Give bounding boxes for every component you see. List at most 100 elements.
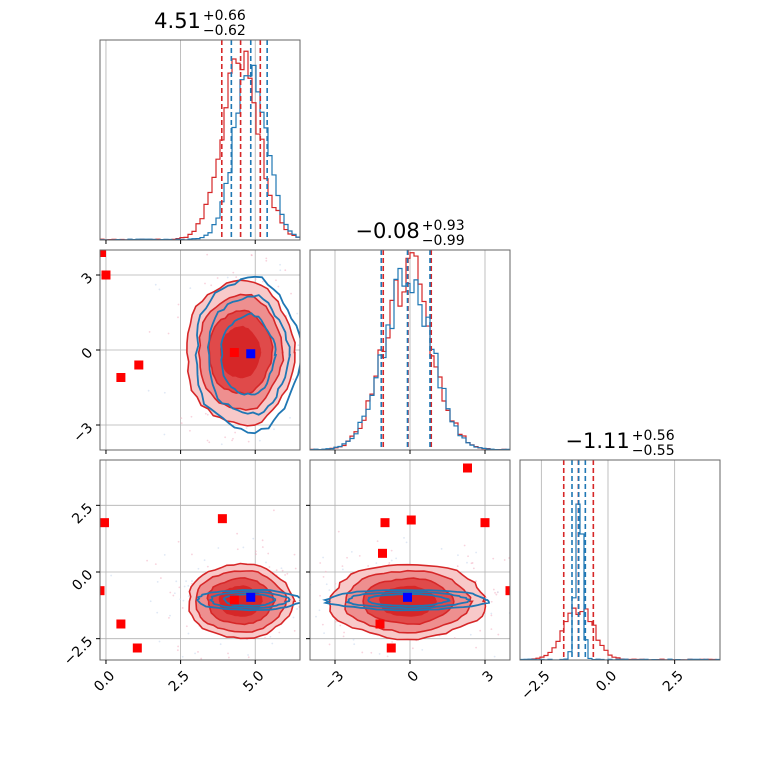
sample-point [370,651,373,654]
panel-2-2: −2.5 0.0 2.5 [518,459,721,703]
sample-point [175,580,178,583]
sample-point [390,549,393,552]
sample-point [352,638,355,641]
title-value: −0.08 [355,219,419,243]
sample-point [367,565,370,567]
sample-point [289,416,291,419]
sample-point [220,443,223,446]
marker-secondary [463,463,472,473]
sample-point [292,616,295,619]
sample-point [485,596,488,599]
sample-point [467,555,469,558]
sample-point [252,537,255,540]
histogram-primary [520,503,720,660]
sample-point [247,440,250,443]
sample-point [310,457,312,459]
sample-point [232,271,235,274]
panel-title-1: −0.08 +0.93 −0.99 [355,218,464,249]
sample-point [492,557,495,560]
sample-point [308,578,310,580]
x-tick-label: 0.0 [593,668,620,695]
sample-point [312,614,314,616]
x-tick-label: −2.5 [518,668,553,703]
x-tick-label: 0.0 [91,668,118,695]
sample-point [475,646,477,649]
sample-point [574,605,576,607]
sample-point [206,439,209,442]
sample-point [322,628,324,630]
panel-content [100,172,319,477]
sample-point [281,569,284,572]
contour-primary [367,593,451,607]
sample-point [466,561,468,564]
sample-point [227,656,230,659]
sample-point [208,441,211,444]
marker-primary [246,349,256,359]
marker-primary [403,592,412,602]
sample-point [317,251,319,253]
sample-point [206,464,208,466]
sample-point [463,544,466,547]
sample-point [294,567,297,570]
title-plus: +0.93 [422,218,465,234]
sample-point [281,563,283,565]
contour-primary [345,591,471,610]
sample-point [310,231,312,233]
sample-point [269,635,272,638]
sample-point [421,648,424,651]
sample-point [313,286,315,288]
sample-point [211,475,213,477]
sample-point [378,653,381,655]
panel-2-1: −3 0 3 [281,459,576,694]
sample-point [177,540,180,543]
x-tick-label: 5.0 [240,668,267,695]
sample-point [236,532,239,535]
sample-point [159,577,162,579]
sample-point [226,276,229,279]
sample-point [218,172,220,174]
sample-point [247,654,249,656]
sample-point [296,312,299,315]
sample-point [490,628,493,631]
sample-point [358,554,361,557]
sample-point [203,559,206,562]
sample-point [167,332,170,335]
sample-point [297,344,300,347]
sample-point [234,431,237,434]
title-minus: −0.55 [632,443,675,459]
sample-point [324,618,326,620]
sample-point [158,640,161,643]
sample-point [303,599,305,601]
sample-point [217,547,220,549]
title-minus: −0.99 [422,233,465,249]
sample-point [492,588,495,591]
marker-secondary [100,250,106,257]
sample-point [204,282,206,285]
x-tick-label: −3 [321,668,347,694]
sample-point [176,649,179,652]
sample-point [456,565,459,568]
sample-point [503,559,506,561]
contour-secondary [220,325,262,379]
histogram-secondary [100,50,300,240]
sample-point [472,567,475,570]
sample-point [325,583,328,586]
sample-point [305,567,307,569]
y-tick-label: 3 [79,270,97,288]
sample-point [361,651,364,654]
y-tick-label: 0.0 [69,567,96,594]
sample-point [311,414,313,416]
panel-1-0: −3 0 3 [70,172,319,477]
sample-point [185,625,188,628]
sample-point [557,616,559,618]
sample-point [255,553,257,556]
marker-secondary [134,360,144,370]
sample-point [493,655,496,658]
sample-point [375,562,378,565]
sample-point [479,629,482,632]
sample-point [204,412,207,415]
sample-point [182,599,185,602]
sample-point [268,566,271,568]
marker-secondary [116,619,126,629]
